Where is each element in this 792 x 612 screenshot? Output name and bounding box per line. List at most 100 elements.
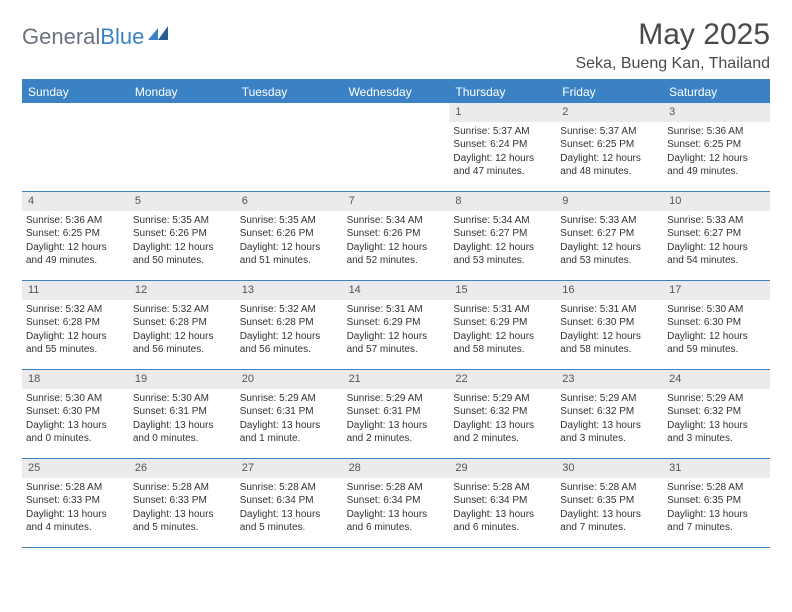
day-number: 2 — [556, 103, 663, 122]
day-number: 6 — [236, 192, 343, 211]
brand-text: GeneralBlue — [22, 24, 144, 50]
day-detail-d2: and 3 minutes. — [667, 432, 766, 446]
day-detail-d1: Daylight: 12 hours — [26, 241, 125, 255]
weeks-container: 1Sunrise: 5:37 AMSunset: 6:24 PMDaylight… — [22, 103, 770, 548]
day-detail-d1: Daylight: 12 hours — [667, 152, 766, 166]
day-detail-sr: Sunrise: 5:28 AM — [453, 481, 552, 495]
day-detail-d1: Daylight: 13 hours — [240, 419, 339, 433]
day-detail-sr: Sunrise: 5:28 AM — [240, 481, 339, 495]
day-cell: 11Sunrise: 5:32 AMSunset: 6:28 PMDayligh… — [22, 281, 129, 369]
day-detail-sr: Sunrise: 5:28 AM — [26, 481, 125, 495]
month-title: May 2025 — [575, 18, 770, 51]
day-number: 3 — [663, 103, 770, 122]
day-number: 5 — [129, 192, 236, 211]
day-detail-d1: Daylight: 13 hours — [453, 419, 552, 433]
day-detail-d2: and 48 minutes. — [560, 165, 659, 179]
day-detail-d1: Daylight: 13 hours — [26, 508, 125, 522]
day-detail-d2: and 58 minutes. — [560, 343, 659, 357]
day-number: 8 — [449, 192, 556, 211]
day-detail-d1: Daylight: 13 hours — [560, 419, 659, 433]
day-detail-d2: and 7 minutes. — [667, 521, 766, 535]
day-detail-ss: Sunset: 6:29 PM — [347, 316, 446, 330]
day-cell — [22, 103, 129, 191]
day-detail-ss: Sunset: 6:25 PM — [26, 227, 125, 241]
day-detail-sr: Sunrise: 5:29 AM — [560, 392, 659, 406]
week-row: 18Sunrise: 5:30 AMSunset: 6:30 PMDayligh… — [22, 370, 770, 459]
day-cell: 31Sunrise: 5:28 AMSunset: 6:35 PMDayligh… — [663, 459, 770, 547]
day-detail-ss: Sunset: 6:29 PM — [453, 316, 552, 330]
day-detail-d2: and 47 minutes. — [453, 165, 552, 179]
day-detail-d1: Daylight: 13 hours — [667, 419, 766, 433]
day-cell: 3Sunrise: 5:36 AMSunset: 6:25 PMDaylight… — [663, 103, 770, 191]
day-detail-ss: Sunset: 6:28 PM — [240, 316, 339, 330]
day-cell: 20Sunrise: 5:29 AMSunset: 6:31 PMDayligh… — [236, 370, 343, 458]
day-cell: 25Sunrise: 5:28 AMSunset: 6:33 PMDayligh… — [22, 459, 129, 547]
day-detail-sr: Sunrise: 5:35 AM — [133, 214, 232, 228]
day-cell: 27Sunrise: 5:28 AMSunset: 6:34 PMDayligh… — [236, 459, 343, 547]
day-detail-ss: Sunset: 6:34 PM — [453, 494, 552, 508]
day-number: 20 — [236, 370, 343, 389]
day-cell: 2Sunrise: 5:37 AMSunset: 6:25 PMDaylight… — [556, 103, 663, 191]
day-detail-ss: Sunset: 6:27 PM — [667, 227, 766, 241]
day-detail-sr: Sunrise: 5:30 AM — [26, 392, 125, 406]
day-number: 4 — [22, 192, 129, 211]
day-detail-d2: and 55 minutes. — [26, 343, 125, 357]
day-detail-d2: and 50 minutes. — [133, 254, 232, 268]
day-cell: 6Sunrise: 5:35 AMSunset: 6:26 PMDaylight… — [236, 192, 343, 280]
day-detail-ss: Sunset: 6:32 PM — [560, 405, 659, 419]
day-number: 30 — [556, 459, 663, 478]
day-header-sat: Saturday — [663, 81, 770, 103]
brand-name-1: General — [22, 24, 100, 49]
day-cell: 9Sunrise: 5:33 AMSunset: 6:27 PMDaylight… — [556, 192, 663, 280]
day-number — [236, 103, 343, 122]
day-cell: 13Sunrise: 5:32 AMSunset: 6:28 PMDayligh… — [236, 281, 343, 369]
day-detail-d1: Daylight: 12 hours — [667, 241, 766, 255]
day-detail-ss: Sunset: 6:34 PM — [240, 494, 339, 508]
day-detail-sr: Sunrise: 5:33 AM — [667, 214, 766, 228]
day-detail-d2: and 49 minutes. — [26, 254, 125, 268]
day-detail-sr: Sunrise: 5:37 AM — [560, 125, 659, 139]
day-header-sun: Sunday — [22, 81, 129, 103]
day-cell: 16Sunrise: 5:31 AMSunset: 6:30 PMDayligh… — [556, 281, 663, 369]
day-detail-sr: Sunrise: 5:30 AM — [667, 303, 766, 317]
day-detail-d2: and 1 minute. — [240, 432, 339, 446]
day-detail-d1: Daylight: 12 hours — [560, 330, 659, 344]
day-header-row: Sunday Monday Tuesday Wednesday Thursday… — [22, 81, 770, 103]
day-number: 13 — [236, 281, 343, 300]
day-header-mon: Monday — [129, 81, 236, 103]
day-detail-d2: and 5 minutes. — [133, 521, 232, 535]
day-detail-d2: and 59 minutes. — [667, 343, 766, 357]
day-detail-ss: Sunset: 6:26 PM — [240, 227, 339, 241]
day-detail-sr: Sunrise: 5:32 AM — [240, 303, 339, 317]
day-cell: 30Sunrise: 5:28 AMSunset: 6:35 PMDayligh… — [556, 459, 663, 547]
day-detail-d2: and 49 minutes. — [667, 165, 766, 179]
day-number: 31 — [663, 459, 770, 478]
day-detail-d1: Daylight: 12 hours — [133, 241, 232, 255]
day-detail-d1: Daylight: 12 hours — [240, 241, 339, 255]
day-detail-d2: and 0 minutes. — [26, 432, 125, 446]
day-detail-d1: Daylight: 13 hours — [347, 508, 446, 522]
day-detail-sr: Sunrise: 5:32 AM — [26, 303, 125, 317]
day-number: 7 — [343, 192, 450, 211]
day-detail-d2: and 53 minutes. — [453, 254, 552, 268]
day-detail-d2: and 5 minutes. — [240, 521, 339, 535]
header: GeneralBlue May 2025 Seka, Bueng Kan, Th… — [22, 18, 770, 73]
day-detail-d2: and 2 minutes. — [347, 432, 446, 446]
day-cell: 24Sunrise: 5:29 AMSunset: 6:32 PMDayligh… — [663, 370, 770, 458]
day-number: 26 — [129, 459, 236, 478]
day-cell: 5Sunrise: 5:35 AMSunset: 6:26 PMDaylight… — [129, 192, 236, 280]
day-number: 27 — [236, 459, 343, 478]
day-detail-d2: and 4 minutes. — [26, 521, 125, 535]
week-row: 25Sunrise: 5:28 AMSunset: 6:33 PMDayligh… — [22, 459, 770, 548]
day-cell: 19Sunrise: 5:30 AMSunset: 6:31 PMDayligh… — [129, 370, 236, 458]
day-detail-d2: and 54 minutes. — [667, 254, 766, 268]
day-number: 10 — [663, 192, 770, 211]
day-cell: 18Sunrise: 5:30 AMSunset: 6:30 PMDayligh… — [22, 370, 129, 458]
day-cell — [343, 103, 450, 191]
day-detail-d2: and 7 minutes. — [560, 521, 659, 535]
day-detail-ss: Sunset: 6:26 PM — [347, 227, 446, 241]
day-number: 15 — [449, 281, 556, 300]
day-detail-d1: Daylight: 13 hours — [560, 508, 659, 522]
brand-mark-icon — [148, 26, 168, 40]
day-cell: 7Sunrise: 5:34 AMSunset: 6:26 PMDaylight… — [343, 192, 450, 280]
